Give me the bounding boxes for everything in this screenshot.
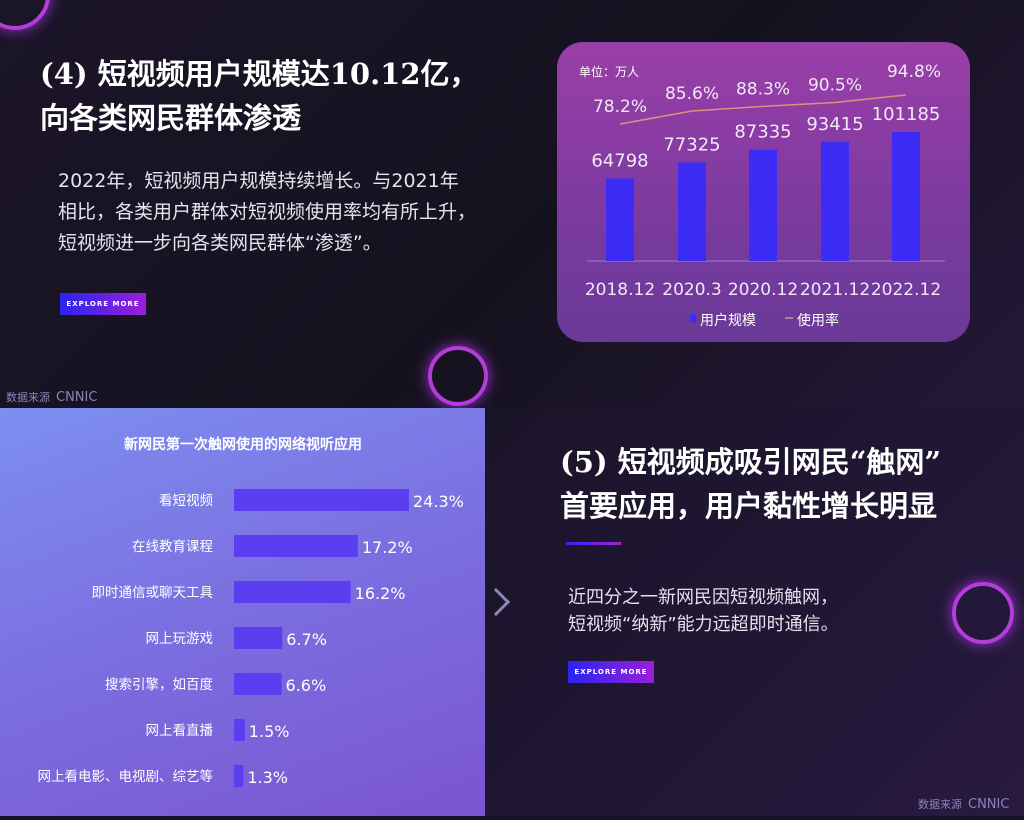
section-4-title: (4) 短视频用户规模达10.12亿， 向各类网民群体渗透 [40,52,479,140]
x-tick-label: 2022.12 [871,280,941,300]
rate-label: 94.8% [887,62,941,82]
source-name: CNNIC [968,797,1010,812]
title-line: 向各类网民群体渗透 [40,101,302,135]
bar [234,535,358,557]
bar-value-label: 1.3% [247,768,288,787]
bar [821,141,849,261]
bar-value-label: 6.6% [286,676,327,695]
data-source: 数据来源 CNNIC [6,389,97,405]
x-tick-label: 2020.3 [662,280,721,300]
rate-label: 88.3% [736,79,790,99]
bar [234,627,283,649]
title-underline [566,542,621,545]
category-label: 网上看直播 [146,723,214,739]
user-scale-chart-card: 单位：万人 64798 2018.12 78.2% 77325 2020.3 85.6% 87… [557,42,970,342]
unit-label: 单位：万人 [579,64,639,79]
bar [678,162,706,261]
chart-title: 新网民第一次触网使用的网络视听应用 [124,436,362,453]
category-label: 搜索引擎，如百度 [105,677,213,693]
legend-line-label: 使用率 [797,312,839,329]
bar [234,765,244,787]
legend-bar-label: 用户规模 [700,312,756,329]
bar-value-label: 16.2% [355,584,406,603]
bar-value-label: 87335 [734,122,791,143]
bar [749,149,777,261]
title-line: (5) 短视频成吸引网民“触网” [560,445,942,479]
x-tick-label: 2018.12 [585,280,655,300]
rate-label: 90.5% [808,75,862,95]
bar-value-label: 17.2% [362,538,413,557]
source-label: 数据来源 [6,391,50,404]
bar [892,132,920,261]
new-user-apps-panel: 新网民第一次触网使用的网络视听应用看短视频 24.3% 在线教育课程 17.2% 即时通… [0,408,485,816]
category-label: 网上看电影、电视剧、综艺等 [38,768,214,785]
decorative-ring [428,346,488,406]
bar [234,581,351,603]
section-5-body: 近四分之一新网民因短视频触网， 短视频“纳新”能力远超即时通信。 [568,584,839,638]
bar-value-label: 1.5% [249,722,290,741]
explore-more-button[interactable]: EXPLORE MORE [60,293,146,315]
x-tick-label: 2021.12 [800,280,870,300]
category-label: 在线教育课程 [132,539,213,555]
source-label: 数据来源 [918,798,962,811]
bar-value-label: 77325 [663,134,720,155]
decorative-ring [952,582,1014,644]
section-4-body: 2022年，短视频用户规模持续增长。与2021年相比，各类用户群体对短视频使用率… [58,170,477,254]
section-5-panel [485,408,1024,816]
category-label: 网上玩游戏 [146,631,214,647]
source-name: CNNIC [56,390,98,405]
body-line: 短视频“纳新”能力远超即时通信。 [568,614,839,635]
title-line: (4) 短视频用户规模达10.12亿， [40,57,479,91]
rate-line [619,94,907,125]
bar [234,489,409,511]
bar [234,719,245,741]
bar-value-label: 93415 [806,114,863,135]
explore-more-button[interactable]: EXPLORE MORE [568,661,654,683]
bar-value-label: 64798 [591,150,648,171]
category-label: 即时通信或聊天工具 [92,585,214,601]
bar [606,178,634,261]
legend-bar-swatch [690,314,696,322]
category-label: 看短视频 [159,493,213,509]
x-tick-label: 2020.12 [728,280,798,300]
section-5-title: (5) 短视频成吸引网民“触网” 首要应用，用户黏性增长明显 [560,440,941,528]
user-scale-chart: 单位：万人 64798 2018.12 78.2% 77325 2020.3 85.6% 87… [579,62,945,329]
data-source: 数据来源 CNNIC [918,796,1009,812]
title-line: 首要应用，用户黏性增长明显 [560,489,938,523]
bar-value-label: 24.3% [413,492,464,511]
bar [234,673,282,695]
body-line: 近四分之一新网民因短视频触网， [568,587,838,608]
rate-label: 85.6% [665,84,719,104]
bar-value-label: 101185 [872,104,941,125]
rate-label: 78.2% [593,97,647,117]
bar-value-label: 6.7% [286,630,327,649]
